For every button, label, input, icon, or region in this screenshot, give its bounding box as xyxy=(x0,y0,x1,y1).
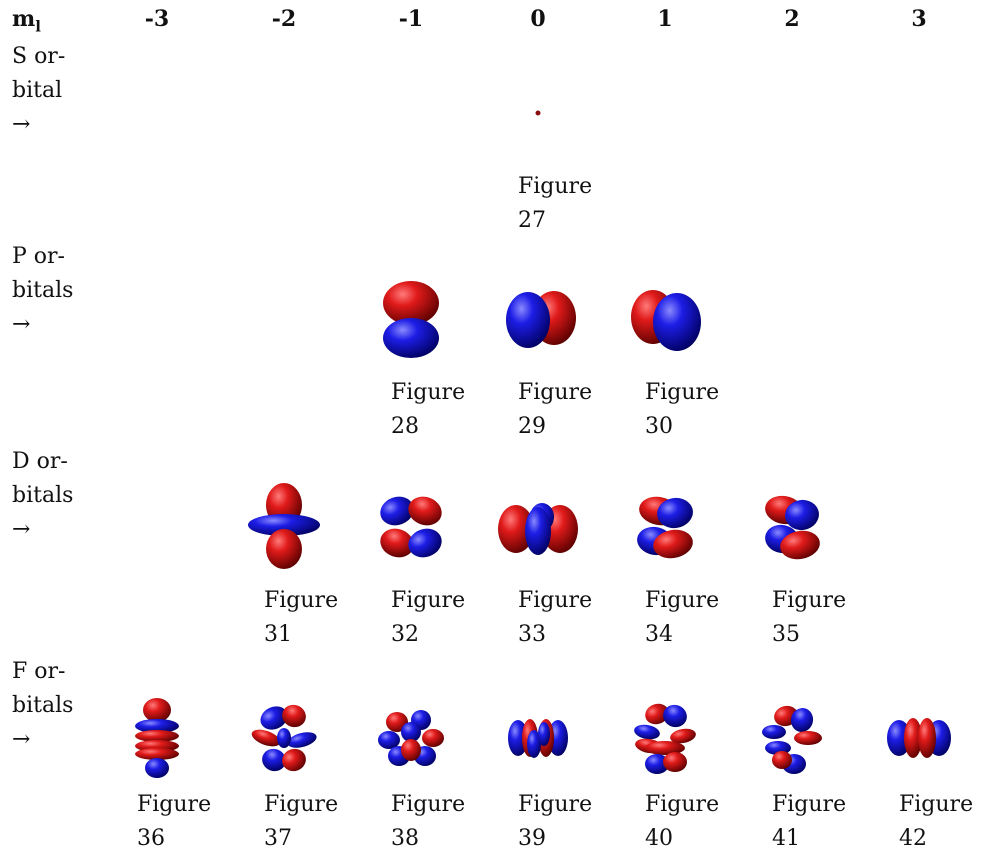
figure-caption-number: 40 xyxy=(645,826,673,851)
orbital-f-flat-b-icon xyxy=(887,718,951,758)
figure-caption-number: 30 xyxy=(645,414,673,439)
figure-caption-word: Figure xyxy=(391,380,466,405)
figure-caption-word: Figure xyxy=(772,792,847,817)
column-header: 2 xyxy=(784,6,800,32)
orbital-dz2-icon xyxy=(248,483,320,569)
row-label-line: S or- xyxy=(12,44,66,69)
row-label-line: F or- xyxy=(12,659,66,684)
row-label-line: bitals xyxy=(12,278,74,303)
figure-caption-word: Figure xyxy=(391,792,466,817)
m-header: ml xyxy=(12,6,41,36)
figure-caption-number: 28 xyxy=(391,414,419,439)
figure-caption-word: Figure xyxy=(645,792,720,817)
figure-caption-word: Figure xyxy=(518,380,593,405)
orbital-f-six-lobe-c-icon xyxy=(762,705,822,774)
figure-caption-number: 34 xyxy=(645,622,673,647)
column-header: 0 xyxy=(530,6,546,32)
column-header: 3 xyxy=(911,6,927,32)
row-label-line: → xyxy=(12,727,31,752)
figure-caption-word: Figure xyxy=(264,792,339,817)
orbital-s-dot-icon xyxy=(535,110,541,116)
figure-caption-word: Figure xyxy=(645,380,720,405)
orbital-f-eight-lobe-icon xyxy=(378,710,444,766)
figure-caption-number: 37 xyxy=(264,826,292,851)
orbital-fz3-icon xyxy=(135,698,179,778)
figure-caption-word: Figure xyxy=(645,588,720,613)
figure-caption-number: 33 xyxy=(518,622,546,647)
orbital-f-six-lobe-a-icon xyxy=(251,704,317,772)
row-label-line: D or- xyxy=(12,449,68,474)
row-label-line: → xyxy=(12,312,31,337)
column-header: -2 xyxy=(271,6,297,32)
row-label-line: P or- xyxy=(12,244,65,269)
row-label-line: bitals xyxy=(12,483,74,508)
figure-caption-word: Figure xyxy=(518,174,593,199)
figure-caption-word: Figure xyxy=(391,588,466,613)
row-label-line: → xyxy=(12,517,31,542)
row-label-line: bitals xyxy=(12,693,74,718)
figure-caption-word: Figure xyxy=(264,588,339,613)
figure-caption-number: 42 xyxy=(899,826,927,851)
figure-caption-number: 31 xyxy=(264,622,292,647)
column-header: -3 xyxy=(144,6,170,32)
orbital-p-red-left-icon xyxy=(631,290,701,351)
orbital-d-four-lobe-b-icon xyxy=(637,496,693,559)
column-header: -1 xyxy=(398,6,424,32)
orbital-f-flat-a-icon xyxy=(508,719,568,758)
figure-caption-number: 41 xyxy=(772,826,800,851)
figure-caption-number: 36 xyxy=(137,826,165,851)
orbital-f-six-lobe-b-icon xyxy=(634,703,696,774)
figure-caption-number: 35 xyxy=(772,622,800,647)
column-header: 1 xyxy=(657,6,673,32)
figure-caption-number: 32 xyxy=(391,622,419,647)
row-label-line: → xyxy=(12,112,31,137)
orbital-d-four-lobe-flat-icon xyxy=(498,503,578,555)
figure-caption-number: 38 xyxy=(391,826,419,851)
orbital-d-four-lobe-a-icon xyxy=(380,496,442,558)
row-label-line: bital xyxy=(12,78,63,103)
figure-caption-number: 27 xyxy=(518,208,546,233)
figure-caption-number: 39 xyxy=(518,826,546,851)
figure-caption-word: Figure xyxy=(899,792,974,817)
figure-caption-word: Figure xyxy=(137,792,212,817)
figure-caption-number: 29 xyxy=(518,414,546,439)
figure-caption-word: Figure xyxy=(518,588,593,613)
figure-caption-word: Figure xyxy=(772,588,847,613)
figure-caption-word: Figure xyxy=(518,792,593,817)
orbital-p-vertical-icon xyxy=(383,281,439,358)
orbital-p-blue-left-icon xyxy=(506,291,576,348)
orbital-d-four-lobe-c-icon xyxy=(765,495,820,560)
